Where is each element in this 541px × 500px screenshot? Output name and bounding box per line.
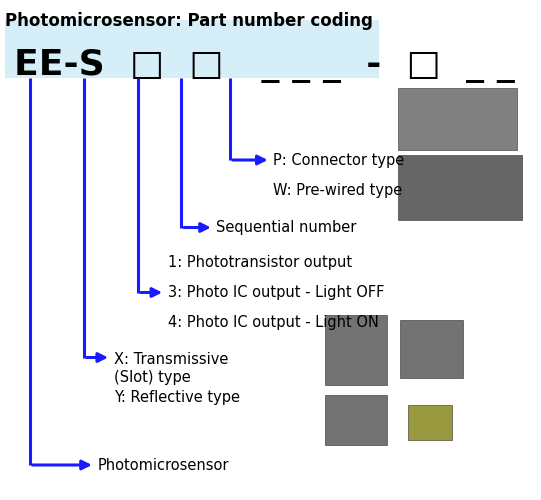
Text: P: Connector type: P: Connector type bbox=[273, 152, 405, 168]
Bar bbox=[398, 88, 517, 150]
Bar bbox=[325, 395, 387, 445]
Text: Sequential number: Sequential number bbox=[216, 220, 357, 235]
Text: Y: Reflective type: Y: Reflective type bbox=[114, 390, 240, 405]
Text: W: Pre-wired type: W: Pre-wired type bbox=[273, 182, 403, 198]
Text: X: Transmissive
(Slot) type: X: Transmissive (Slot) type bbox=[114, 352, 228, 385]
Bar bbox=[400, 320, 463, 378]
Text: 4: Photo IC output - Light ON: 4: Photo IC output - Light ON bbox=[168, 315, 379, 330]
Bar bbox=[325, 315, 387, 385]
Text: 3: Photo IC output - Light OFF: 3: Photo IC output - Light OFF bbox=[168, 285, 384, 300]
Bar bbox=[408, 405, 452, 440]
Text: Photomicrosensor: Photomicrosensor bbox=[97, 458, 229, 472]
Bar bbox=[5, 20, 379, 78]
Text: EE-S  □  □   _ _ _  -  □  _ _: EE-S □ □ _ _ _ - □ _ _ bbox=[14, 49, 514, 83]
Text: 1: Phototransistor output: 1: Phototransistor output bbox=[168, 255, 352, 270]
Text: Photomicrosensor: Part number coding: Photomicrosensor: Part number coding bbox=[5, 12, 373, 30]
Bar bbox=[398, 155, 522, 220]
